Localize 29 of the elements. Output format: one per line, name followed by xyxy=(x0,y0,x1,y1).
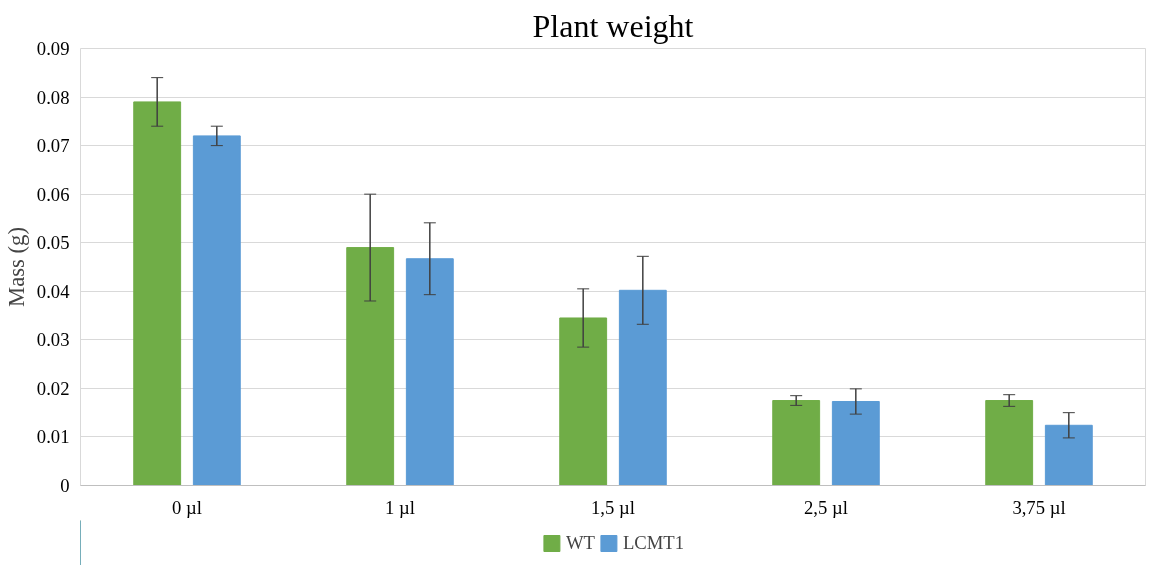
y-tick-label: 0.08 xyxy=(36,86,70,108)
bar xyxy=(1044,424,1093,486)
y-tick-label: 0.01 xyxy=(36,426,70,448)
bar xyxy=(559,317,608,486)
y-tick-label: 0.04 xyxy=(36,280,71,302)
bar xyxy=(346,247,395,486)
bar xyxy=(618,289,667,486)
x-tick-label: 3,75 µl xyxy=(1012,496,1066,518)
x-tick-label: 1,5 µl xyxy=(591,496,635,518)
bar xyxy=(772,400,821,486)
bar xyxy=(192,135,241,486)
legend-label: LCMT1 xyxy=(622,531,685,554)
y-tick-label: 0.03 xyxy=(36,329,70,351)
y-tick-label: 0.02 xyxy=(36,377,70,399)
y-tick-label: 0 xyxy=(60,475,70,496)
y-tick-label: 0.09 xyxy=(36,38,70,59)
bar xyxy=(133,101,182,486)
y-tick-label: 0.05 xyxy=(36,232,70,254)
x-tick-label: 2,5 µl xyxy=(804,496,848,518)
x-tick-label: 0 µl xyxy=(172,496,202,518)
bar xyxy=(831,401,880,486)
chart-title: Plant weight xyxy=(532,7,694,44)
y-tick-label: 0.06 xyxy=(36,183,70,205)
x-tick-label: 1 µl xyxy=(385,496,415,518)
y-axis-title: Mass (g) xyxy=(3,227,29,307)
y-tick-label: 0.07 xyxy=(36,135,70,157)
legend-label: WT xyxy=(565,531,595,554)
bar xyxy=(405,258,454,486)
bar xyxy=(985,400,1034,486)
